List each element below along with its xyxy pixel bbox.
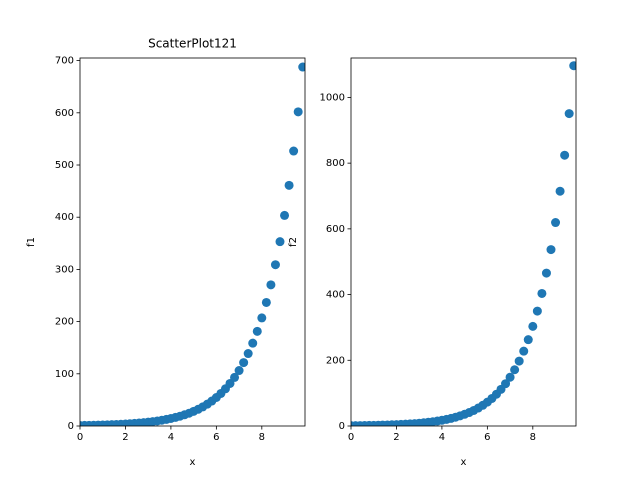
x-tick-label: 2 xyxy=(122,432,128,443)
point xyxy=(257,313,267,323)
y-tick-label: 700 xyxy=(55,56,74,67)
axes-frame xyxy=(350,57,577,427)
point xyxy=(510,365,520,375)
point xyxy=(523,335,533,345)
point xyxy=(537,288,547,298)
axes-frame xyxy=(79,57,306,427)
y-tick-label: 400 xyxy=(326,290,345,301)
y-tick-label: 600 xyxy=(326,224,345,235)
point xyxy=(528,321,538,331)
x-tick-label: 4 xyxy=(439,432,445,443)
point xyxy=(541,268,551,278)
y-tick-label: 100 xyxy=(55,369,74,380)
y-tick-label: 200 xyxy=(326,355,345,366)
point xyxy=(551,218,561,228)
point xyxy=(261,297,271,307)
point xyxy=(252,326,262,336)
y-tick-label: 0 xyxy=(339,421,345,432)
point xyxy=(234,366,244,376)
point xyxy=(519,346,529,356)
point xyxy=(546,245,556,255)
y-tick-label: 800 xyxy=(326,158,345,169)
x-tick-label: 0 xyxy=(77,432,83,443)
x-tick-label: 2 xyxy=(393,432,399,443)
x-tick-label: 0 xyxy=(348,432,354,443)
point xyxy=(266,280,276,290)
point xyxy=(248,338,258,348)
chart-title: ScatterPlot121 xyxy=(148,37,237,51)
point xyxy=(560,150,570,160)
point xyxy=(284,180,294,190)
point xyxy=(514,356,524,366)
x-tick-label: 8 xyxy=(530,432,536,443)
y-axis-label: f2 xyxy=(288,237,299,247)
y-axis-label: f1 xyxy=(26,237,37,247)
point xyxy=(243,349,253,359)
point xyxy=(564,109,574,119)
y-tick-label: 200 xyxy=(55,317,74,328)
point xyxy=(532,306,542,316)
point xyxy=(555,186,565,196)
y-tick-label: 400 xyxy=(55,212,74,223)
point xyxy=(289,146,299,156)
points xyxy=(351,61,576,426)
x-tick-label: 6 xyxy=(213,432,219,443)
y-tick-label: 0 xyxy=(68,421,74,432)
point xyxy=(293,107,303,117)
point xyxy=(501,379,511,389)
y-tick-label: 600 xyxy=(55,108,74,119)
x-axis-label: x xyxy=(190,457,196,468)
x-axis-label: x xyxy=(461,457,467,468)
x-tick-label: 8 xyxy=(259,432,265,443)
point xyxy=(230,372,240,382)
point xyxy=(270,260,280,270)
y-tick-label: 500 xyxy=(55,160,74,171)
point xyxy=(505,372,515,382)
points xyxy=(80,62,305,426)
point xyxy=(298,62,305,72)
y-tick-label: 1000 xyxy=(320,92,345,103)
point xyxy=(280,210,290,220)
x-tick-label: 4 xyxy=(168,432,174,443)
point xyxy=(239,358,249,368)
x-tick-label: 6 xyxy=(484,432,490,443)
point xyxy=(275,237,285,247)
y-tick-label: 300 xyxy=(55,264,74,275)
point xyxy=(569,61,576,71)
